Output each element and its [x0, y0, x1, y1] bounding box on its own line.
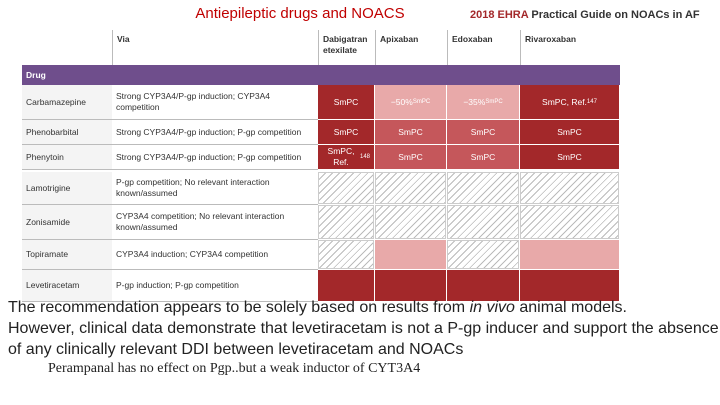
cell-text: SmPC: [398, 151, 423, 162]
interaction-cell: [447, 240, 519, 269]
cell-sup: SmPC: [412, 98, 431, 105]
column-header: Edoxaban: [447, 30, 520, 65]
cell-sup: 147: [586, 98, 597, 105]
cell-text: SmPC: [470, 126, 496, 137]
cell-text: SmPC: [333, 96, 359, 107]
interaction-cell: SmPC: [375, 145, 446, 169]
note: Perampanal has no effect on Pgp..but a w…: [48, 361, 421, 376]
text: in vivo: [469, 299, 515, 316]
interaction-cell: [318, 172, 374, 204]
interaction-cell: SmPC, Ref. 147: [520, 85, 619, 119]
interaction-cell: [375, 172, 446, 204]
via: P-gp induction; P-gp competition: [112, 270, 318, 302]
via: Strong CYP3A4/P-gp induction; CYP3A4 com…: [112, 85, 318, 120]
cell-text: SmPC: [557, 126, 582, 137]
cell-text: SmPC, Ref.: [327, 146, 355, 167]
interaction-cell: SmPC: [447, 120, 519, 144]
interaction-cell: [520, 172, 619, 204]
cell-text: −35%: [463, 96, 486, 107]
drug-name: Phenytoin: [22, 145, 112, 170]
guide-name: Practical Guide on NOACs in AF: [531, 9, 700, 21]
interaction-cell: SmPC: [447, 145, 519, 169]
drug-name: Lamotrigine: [22, 172, 112, 205]
text: The recommendation appears to be solely …: [8, 299, 470, 316]
via: Strong CYP3A4/P-gp induction; P-gp compe…: [112, 145, 318, 170]
interaction-cell: [375, 205, 446, 239]
text: animal models.: [514, 299, 627, 316]
via: CYP3A4 induction; CYP3A4 competition: [112, 240, 318, 270]
interaction-cell: [520, 240, 619, 269]
interaction-cell: [447, 205, 519, 239]
cell-text: SmPC: [333, 126, 359, 137]
drug-name: Topiramate: [22, 240, 112, 270]
cell-sup: 148: [359, 153, 370, 160]
guide-year: 2018 EHRA: [470, 9, 529, 21]
title: Antiepileptic drugs and NOACS: [195, 5, 405, 22]
interaction-cell: SmPC: [520, 145, 619, 169]
guide-label: 2018 EHRA Practical Guide on NOACs in AF: [470, 9, 700, 21]
interaction-cell: [520, 270, 619, 301]
cell-sup: SmPC: [485, 98, 503, 105]
interaction-cell: SmPC, Ref. 148: [318, 145, 374, 169]
via: Strong CYP3A4/P-gp induction; P-gp compe…: [112, 120, 318, 145]
interaction-cell: [375, 270, 446, 301]
interaction-cell: [318, 205, 374, 239]
interaction-cell: −50% SmPC: [375, 85, 446, 119]
cell-text: SmPC: [398, 126, 423, 137]
cell-text: SmPC: [557, 151, 582, 162]
body-text: The recommendation appears to be solely …: [8, 297, 720, 360]
interaction-cell: [318, 270, 374, 301]
via: P-gp competition; No relevant interactio…: [112, 172, 318, 205]
cell-text: −50%: [390, 96, 413, 107]
interaction-cell: [520, 205, 619, 239]
drug-name: Phenobarbital: [22, 120, 112, 145]
drug-name: Carbamazepine: [22, 85, 112, 120]
text: However, clinical data demonstrate that …: [8, 320, 719, 358]
drug-name: Zonisamide: [22, 205, 112, 240]
table: Via Dabigatran etexilate Apixaban Edoxaban R…: [22, 30, 620, 302]
column-header: Apixaban: [375, 30, 447, 65]
cell-text: SmPC, Ref.: [542, 96, 587, 107]
interaction-cell: SmPC: [318, 85, 374, 119]
interaction-cell: [447, 270, 519, 301]
via: CYP3A4 competition; No relevant interact…: [112, 205, 318, 240]
cell-text: SmPC: [470, 151, 496, 162]
interaction-cell: [447, 172, 519, 204]
column-header: Dabigatran etexilate: [318, 30, 375, 65]
interaction-cell: SmPC: [318, 120, 374, 144]
column-header: Rivaroxaban: [520, 30, 620, 65]
section-header: Drug: [22, 65, 620, 85]
drug-name: Levetiracetam: [22, 270, 112, 302]
interaction-cell: SmPC: [520, 120, 619, 144]
interaction-cell: −35% SmPC: [447, 85, 519, 119]
interaction-cell: [375, 240, 446, 269]
column-header: Via: [112, 30, 318, 65]
interaction-cell: SmPC: [375, 120, 446, 144]
interaction-cell: [318, 240, 374, 269]
